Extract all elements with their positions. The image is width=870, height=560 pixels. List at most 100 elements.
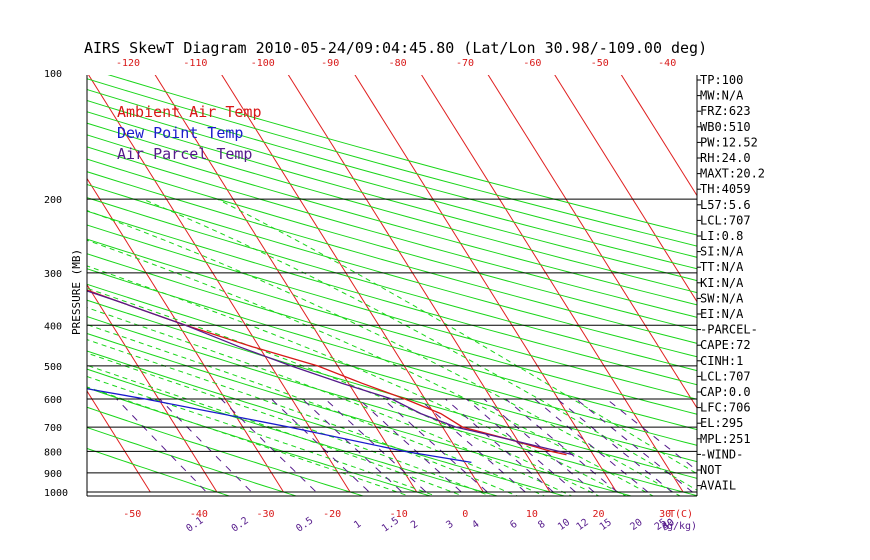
mixing-ratio-line (445, 398, 559, 496)
bottom-temp-tick-label: -10 (390, 509, 408, 520)
isotherm-line (87, 283, 218, 493)
mixing-ratio-tick-label: 2 (409, 519, 420, 531)
index-label: -WIND- (700, 447, 743, 461)
mixing-ratio-line (358, 398, 467, 496)
index-label: PW:12.52 (700, 135, 758, 149)
index-label: L57:5.6 (700, 198, 751, 212)
dry-adiabat-line (87, 158, 697, 331)
bottom-temp-tick-label: -40 (190, 509, 208, 520)
isotherm-line (87, 177, 284, 493)
index-label: WB0:510 (700, 120, 751, 134)
index-label: LFC:706 (700, 401, 751, 415)
legend: Ambient Air Temp Dew Point Temp Air Parcel… (117, 103, 262, 163)
dry-adiabat-line (87, 368, 500, 496)
mixing-ratio-tick-label: 0.2 (230, 515, 251, 534)
isotherm-line (354, 75, 617, 493)
dry-adiabat-line (87, 78, 697, 247)
index-label: TT:N/A (700, 260, 744, 274)
dry-adiabat-line (87, 89, 697, 258)
dry-adiabat-line (87, 146, 697, 318)
index-label: CINH:1 (700, 354, 743, 368)
dry-adiabat-line (87, 183, 697, 358)
index-label: AVAIL (700, 479, 736, 493)
mixing-ratio-line (382, 398, 493, 496)
moist-adiabat-line (87, 265, 628, 496)
isotherm-line (154, 75, 418, 493)
bottom-temp-tick-label: 20 (592, 509, 604, 520)
mixing-ratio-tick-label: 0.5 (294, 515, 315, 534)
mixing-ratio-tick-label: 6 (508, 519, 519, 531)
index-label: SW:N/A (700, 291, 744, 305)
pressure-tick-label: 800 (44, 447, 62, 458)
top-temp-tick-label: -90 (321, 58, 339, 69)
mixing-ratio-line (302, 398, 408, 496)
dry-adiabat-line (87, 268, 697, 446)
isotherm-line (554, 75, 697, 303)
pressure-tick-label: 300 (44, 269, 62, 280)
index-label: NOT (700, 463, 722, 477)
dry-adiabat-line (87, 447, 231, 496)
moist-adiabat-line (87, 352, 492, 496)
mixing-ratio-tick-label: 1 (352, 519, 363, 531)
dry-adiabat-line (87, 332, 634, 496)
bottom-temp-tick-label: 0 (462, 509, 468, 520)
index-label: CAP:0.0 (700, 385, 751, 399)
index-label: KI:N/A (700, 276, 744, 290)
index-label: LCL:707 (700, 369, 751, 383)
pressure-tick-label: 500 (44, 362, 62, 373)
legend-item: Air Parcel Temp (117, 145, 252, 163)
y-axis-label: PRESSURE (MB) (70, 249, 83, 335)
mixing-ratio-line (116, 398, 211, 496)
isotherm-line (88, 75, 351, 493)
mixing-ratio-line (557, 398, 679, 496)
mixing-ratio-tick-label: 4 (470, 519, 481, 531)
mixing-ratio-tick-label: 20 (628, 517, 644, 533)
isotherm-line (487, 75, 697, 409)
grid-lines (0, 73, 697, 496)
pressure-tick-label: 1000 (44, 488, 68, 499)
moist-adiabat-line (87, 324, 546, 496)
mixing-ratio-line (220, 398, 322, 496)
index-label: FRZ:623 (700, 104, 751, 118)
isotherm-line (87, 390, 151, 493)
top-temp-tick-label: -110 (183, 58, 207, 69)
isotherm-line (0, 73, 17, 492)
top-temp-tick-label: -120 (116, 58, 140, 69)
moist-adiabat-line (87, 287, 600, 496)
mixing-ratio-line (466, 398, 582, 496)
top-temp-tick-label: -80 (389, 58, 407, 69)
top-temp-tick-label: -40 (658, 58, 676, 69)
moist-adiabat-line (87, 209, 682, 496)
dry-adiabat-line (87, 350, 567, 496)
pressure-tick-label: 900 (44, 469, 62, 480)
dry-adiabat-line (87, 111, 697, 282)
index-label: TH:4059 (700, 182, 751, 196)
top-temp-tick-label: -60 (523, 58, 541, 69)
index-label: EI:N/A (700, 307, 744, 321)
dry-adiabat-line (87, 134, 697, 306)
profile-air-parcel-temp (87, 290, 574, 456)
mixing-ratio-tick-label: 10 (556, 517, 572, 533)
dry-adiabat-line (87, 171, 697, 344)
pressure-tick-label: 400 (44, 321, 62, 332)
top-temp-tick-label: -70 (456, 58, 474, 69)
bottom-temp-tick-label: 10 (526, 509, 538, 520)
mixing-ratio-tick-label: 3 (444, 519, 455, 531)
dry-adiabat-line (87, 283, 697, 463)
moist-adiabat-line (216, 198, 697, 475)
dry-adiabat-line (87, 238, 697, 415)
mixing-ratio-line (271, 398, 375, 496)
moist-adiabat-line (142, 198, 697, 491)
mixing-ratio-tick-label: 12 (575, 517, 591, 533)
mixing-ratio-tick-label: 8 (536, 519, 547, 531)
dry-adiabat-line (87, 406, 365, 496)
bottom-temp-tick-label: -50 (123, 509, 141, 520)
isotherm-line (620, 75, 697, 197)
mixing-ratio-line (418, 398, 531, 496)
pressure-tick-label: 200 (44, 195, 62, 206)
bottom-temp-tick-label: -20 (323, 509, 341, 520)
dry-adiabat-line (87, 122, 697, 294)
moist-adiabat-line (87, 376, 438, 496)
isotherm-line (221, 75, 484, 493)
dry-adiabat-line (87, 197, 697, 372)
